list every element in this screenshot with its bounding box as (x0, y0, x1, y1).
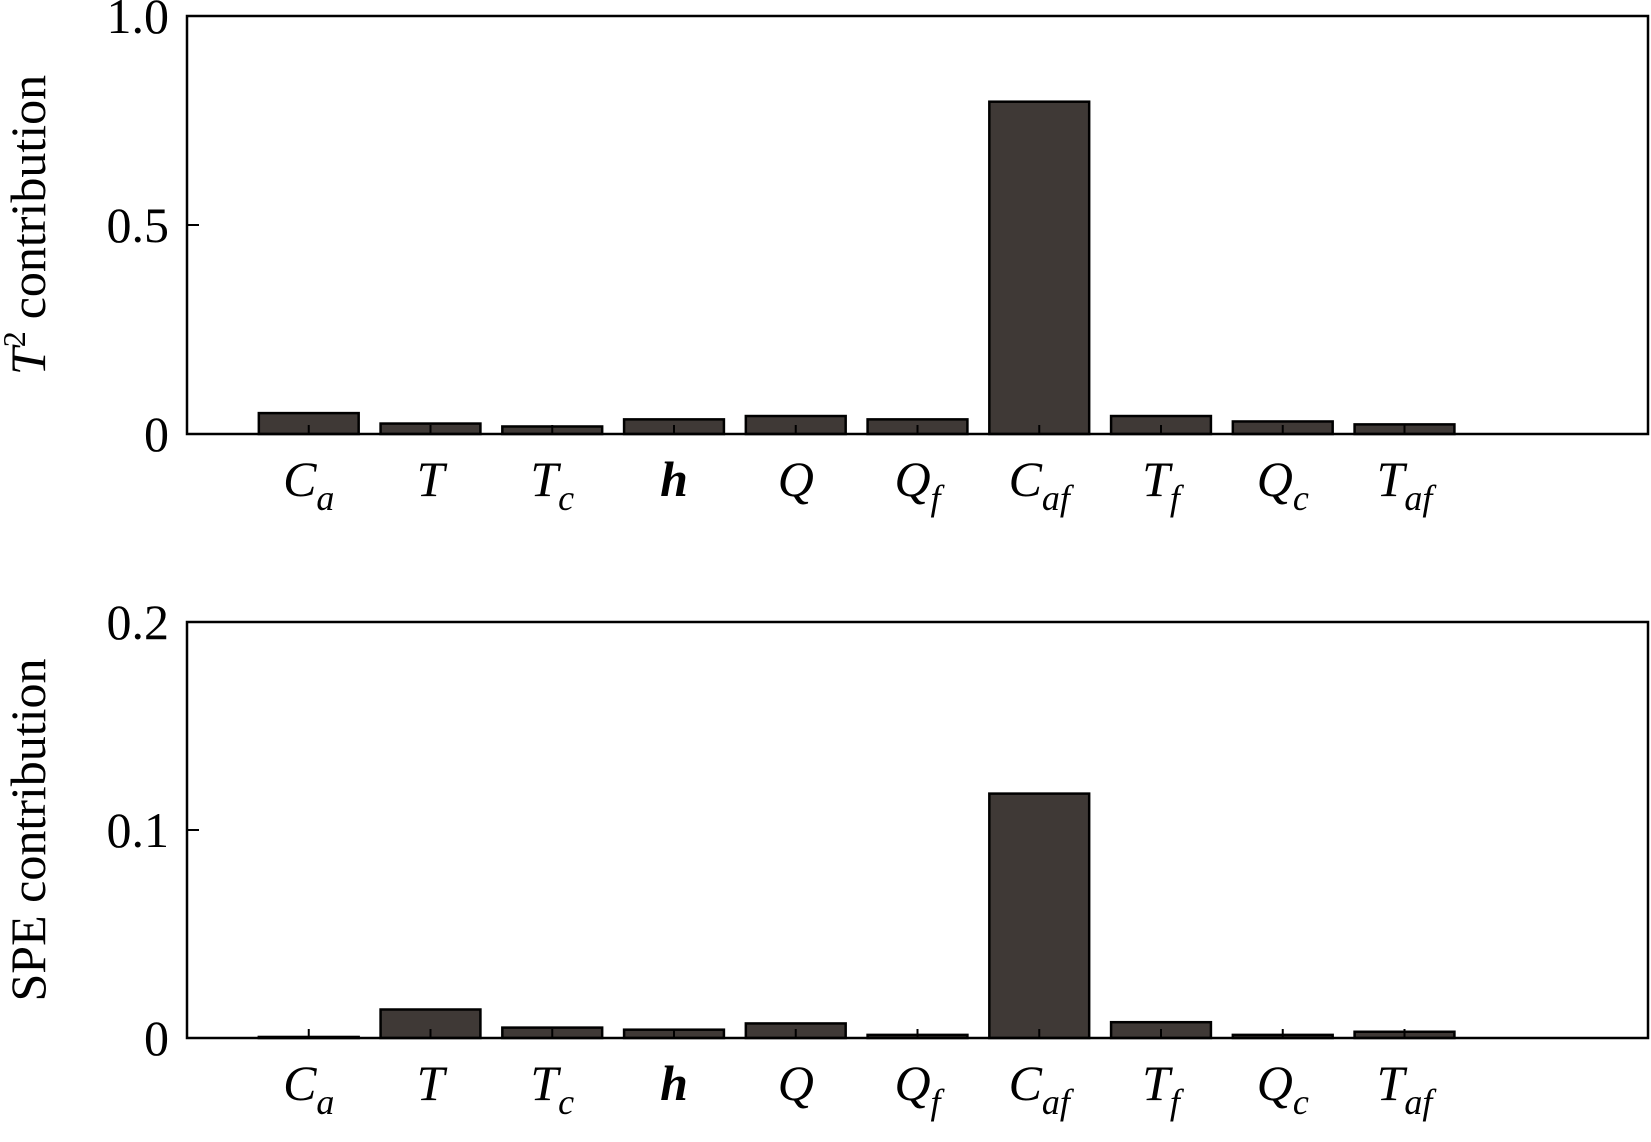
x-tick-label: Qc (1257, 451, 1309, 518)
category-symbol: Q (778, 1055, 814, 1111)
category-subscript: af (1404, 1082, 1437, 1122)
category-subscript: af (1042, 1082, 1075, 1122)
x-tick-label: Caf (1009, 1055, 1075, 1122)
bar (988, 792, 1091, 1040)
category-symbol: C (1009, 451, 1043, 507)
x-tick-label: Qf (894, 451, 945, 518)
category-symbol: T (1142, 451, 1173, 507)
category-subscript: f (931, 478, 946, 518)
category-subscript: c (558, 1082, 574, 1122)
category-symbol: T (417, 1055, 448, 1111)
category-subscript: a (316, 1082, 334, 1122)
x-tick-label: h (660, 451, 688, 507)
bar (988, 100, 1091, 436)
category-symbol: T (530, 451, 561, 507)
y-tick-label: 0 (144, 1010, 169, 1066)
category-symbol: Q (1257, 451, 1293, 507)
x-tick-label: Taf (1377, 451, 1438, 518)
x-tick-label: Tf (1142, 451, 1185, 518)
category-symbol: Q (1257, 1055, 1293, 1111)
x-tick-label: Caf (1009, 451, 1075, 518)
category-subscript: f (1170, 478, 1185, 518)
plot-frame (185, 14, 1650, 436)
plot-frame (185, 620, 1650, 1040)
category-subscript: c (1293, 1082, 1309, 1122)
category-symbol: Q (894, 451, 930, 507)
y-tick-label: 0 (144, 406, 169, 462)
x-tick-label: Tf (1142, 1055, 1185, 1122)
x-tick-label: Qc (1257, 1055, 1309, 1122)
y-tick-label: 0.2 (107, 594, 170, 650)
y-tick-label: 1.0 (107, 0, 170, 44)
y-label-text: contribution (0, 75, 56, 319)
x-tick-label: T (417, 451, 448, 507)
y-label-text: SPE contribution (0, 658, 56, 1001)
x-tick-label: T (417, 1055, 448, 1111)
category-subscript: af (1042, 478, 1075, 518)
category-symbol: Q (894, 1055, 930, 1111)
category-symbol: T (1377, 1055, 1408, 1111)
category-symbol: C (283, 451, 317, 507)
category-subscript: f (1170, 1082, 1185, 1122)
category-symbol: h (660, 1055, 688, 1111)
x-tick-label: Taf (1377, 1055, 1438, 1122)
x-tick-label: Ca (283, 451, 334, 518)
x-tick-label: Q (778, 451, 814, 507)
x-tick-label: Q (778, 1055, 814, 1111)
category-symbol: Q (778, 451, 814, 507)
category-symbol: T (417, 451, 448, 507)
category-subscript: c (1293, 478, 1309, 518)
category-subscript: f (931, 1082, 946, 1122)
category-symbol: C (1009, 1055, 1043, 1111)
category-subscript: c (558, 478, 574, 518)
x-tick-label: h (660, 1055, 688, 1111)
x-tick-label: Qf (894, 1055, 945, 1122)
y-tick-label: 0.5 (107, 197, 170, 253)
y-label-symbol: T (0, 344, 56, 375)
category-symbol: T (1142, 1055, 1173, 1111)
x-tick-label: Tc (530, 451, 574, 518)
category-subscript: a (316, 478, 334, 518)
y-label-sup: 2 (0, 331, 32, 347)
category-symbol: h (660, 451, 688, 507)
category-symbol: T (530, 1055, 561, 1111)
y-tick-label: 0.1 (107, 802, 170, 858)
y-axis-label: SPE contribution (0, 658, 56, 1001)
category-symbol: C (283, 1055, 317, 1111)
category-subscript: af (1404, 478, 1437, 518)
x-tick-label: Ca (283, 1055, 334, 1122)
category-symbol: T (1377, 451, 1408, 507)
x-tick-label: Tc (530, 1055, 574, 1122)
y-axis-label: T2 contribution (0, 75, 56, 375)
